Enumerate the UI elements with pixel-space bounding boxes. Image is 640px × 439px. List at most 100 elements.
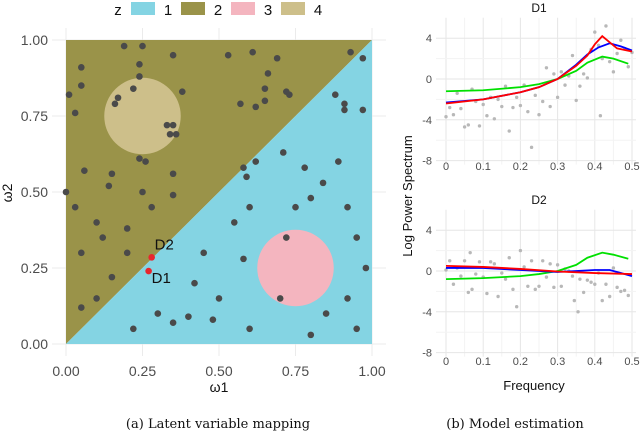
data-point bbox=[307, 194, 315, 202]
spectrum-point bbox=[604, 282, 608, 286]
x-tick-label: 0 bbox=[443, 356, 449, 368]
data-point bbox=[111, 100, 119, 108]
highlight-point-d1 bbox=[145, 267, 152, 275]
spectrum-point bbox=[585, 76, 590, 80]
panel-title-d1: D1 bbox=[531, 1, 547, 15]
spectrum-point bbox=[570, 53, 575, 58]
spectrum-point bbox=[619, 38, 623, 42]
data-point bbox=[99, 234, 107, 241]
data-point bbox=[353, 234, 361, 241]
spectrum-point bbox=[622, 288, 627, 293]
data-point bbox=[276, 295, 284, 302]
data-point bbox=[237, 100, 244, 108]
model-estimation-chart: -8 -4 0 4 0 0.1 0.2 0.3 0.4 0.5 D1 -8 -4 0 4 0 0.1 0.2 0.3… bbox=[400, 1, 640, 393]
data-point bbox=[136, 73, 143, 80]
data-point bbox=[130, 85, 137, 92]
spectrum-point bbox=[533, 287, 537, 292]
spectrum-point bbox=[607, 294, 612, 299]
spectrum-point bbox=[477, 260, 482, 264]
data-point bbox=[108, 170, 116, 178]
spectrum-line bbox=[445, 34, 633, 105]
data-point bbox=[62, 188, 70, 196]
data-point bbox=[200, 249, 207, 257]
spectrum-point bbox=[563, 83, 567, 87]
data-point bbox=[261, 97, 269, 105]
spectrum-point bbox=[585, 278, 590, 282]
data-point bbox=[123, 225, 131, 232]
data-point bbox=[123, 249, 131, 257]
spectrum-point bbox=[451, 113, 456, 117]
legend-label: 3 bbox=[264, 2, 272, 19]
spectrum-point bbox=[570, 274, 575, 278]
data-point bbox=[169, 319, 177, 327]
spectrum-point bbox=[496, 294, 500, 299]
data-point bbox=[307, 331, 315, 339]
data-point bbox=[264, 70, 272, 77]
x-tick-label: 0.25 bbox=[129, 363, 156, 379]
data-point bbox=[215, 295, 223, 302]
data-point bbox=[105, 182, 113, 190]
spectrum-point bbox=[578, 277, 582, 281]
data-point bbox=[279, 149, 287, 156]
legend-swatch-4 bbox=[281, 2, 305, 15]
y-tick-label: 0.25 bbox=[21, 260, 48, 276]
data-point bbox=[65, 91, 73, 99]
highlight-label: D1 bbox=[152, 270, 171, 287]
data-point bbox=[136, 61, 143, 68]
spectrum-point bbox=[598, 114, 603, 118]
x-tick-label: 0.2 bbox=[513, 161, 528, 173]
spectrum-point bbox=[462, 125, 467, 129]
y-axis-label: Log Power Spectrum bbox=[400, 135, 415, 256]
caption-a: (a) Latent variable mapping bbox=[126, 417, 310, 432]
spectrum-point bbox=[514, 305, 519, 309]
data-point bbox=[359, 106, 367, 114]
x-tick-label: 0.00 bbox=[52, 363, 79, 379]
x-axis-label: Frequency bbox=[503, 378, 565, 393]
x-tick-label: 0.75 bbox=[282, 363, 309, 379]
data-point bbox=[240, 255, 247, 263]
data-point bbox=[283, 234, 290, 241]
spectrum-point bbox=[492, 117, 497, 121]
legend-label: 2 bbox=[214, 2, 222, 19]
spectrum-point bbox=[529, 259, 534, 263]
spectrum-point bbox=[548, 262, 552, 266]
spectrum-point bbox=[448, 105, 452, 110]
data-point bbox=[243, 173, 250, 181]
data-point bbox=[71, 109, 79, 117]
data-point bbox=[347, 48, 354, 56]
spectrum-point bbox=[615, 285, 619, 290]
highlight-point-d2 bbox=[148, 254, 155, 261]
data-point bbox=[344, 203, 351, 211]
x-tick-label: 0.3 bbox=[550, 161, 565, 173]
data-point bbox=[319, 179, 327, 187]
y-tick-label: -4 bbox=[422, 307, 432, 319]
data-point bbox=[231, 219, 238, 226]
x-axis-label: ω1 bbox=[210, 379, 229, 395]
spectrum-point bbox=[459, 274, 463, 278]
data-point bbox=[148, 203, 155, 211]
spectrum-point bbox=[529, 145, 534, 150]
spectrum-point bbox=[541, 99, 545, 104]
data-point bbox=[108, 273, 116, 281]
x-tick-label: 0 bbox=[443, 161, 449, 173]
spectrum-point bbox=[468, 250, 472, 255]
data-point bbox=[301, 164, 308, 171]
data-point bbox=[172, 130, 180, 138]
spectrum-point bbox=[470, 287, 474, 292]
spectrum-point bbox=[500, 104, 504, 109]
legend-label: 1 bbox=[164, 2, 172, 19]
x-tick-label: 0.2 bbox=[513, 356, 528, 368]
spectrum-point bbox=[462, 259, 467, 263]
data-point bbox=[78, 249, 85, 257]
data-point bbox=[261, 85, 269, 92]
y-tick-label: 4 bbox=[426, 225, 432, 237]
data-point bbox=[240, 164, 247, 171]
x-tick-label: 0.5 bbox=[624, 161, 639, 173]
data-point bbox=[169, 170, 177, 178]
spectrum-point bbox=[477, 124, 482, 128]
data-point bbox=[246, 325, 253, 333]
spectrum-point bbox=[589, 280, 593, 284]
spectrum-point bbox=[496, 97, 500, 102]
data-point bbox=[249, 48, 256, 56]
spectrum-point bbox=[559, 284, 564, 288]
